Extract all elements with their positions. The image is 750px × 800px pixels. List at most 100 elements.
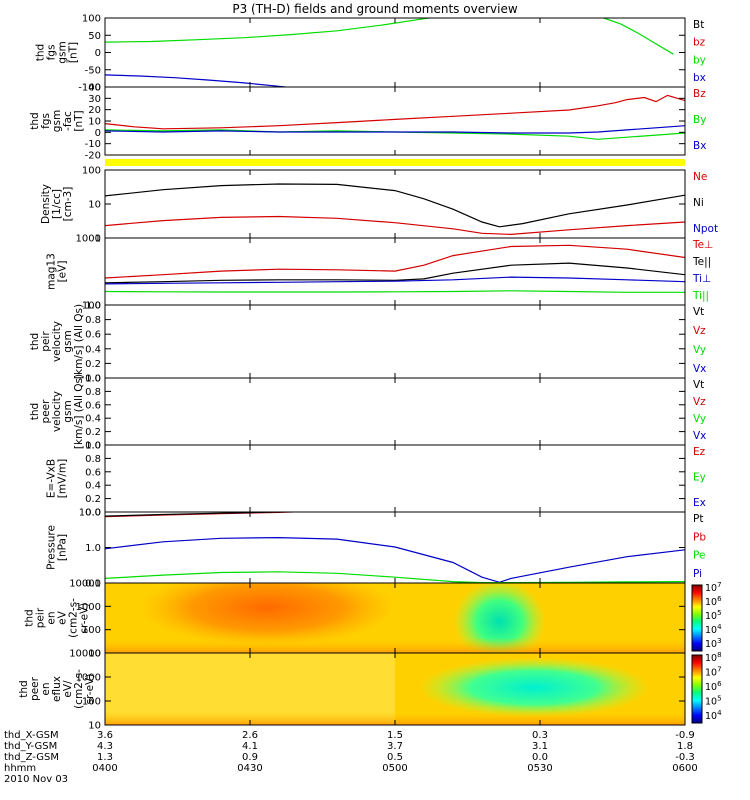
- ephemeris-value: 0.0: [532, 752, 548, 763]
- legend-entry: Vy: [693, 413, 706, 425]
- y-axis-label: [km/s] (All Qs): [73, 374, 85, 449]
- y-tick-label: -20: [85, 151, 101, 162]
- series-line: [105, 183, 685, 228]
- ephemeris-value: 1.3: [97, 752, 113, 763]
- ephemeris-value: 4.3: [97, 741, 113, 752]
- series-line: [105, 94, 685, 130]
- y-tick-label: 1: [95, 234, 101, 245]
- legend-entry: bz: [693, 37, 706, 49]
- y-tick-label: 0.2: [85, 359, 101, 370]
- y-tick-label: 0.0: [85, 441, 101, 452]
- y-tick-label: 1.0: [85, 441, 101, 452]
- colorbar-base: 10: [705, 597, 717, 608]
- legend-entry: Pe: [693, 550, 705, 562]
- ephemeris-value: 0600: [672, 763, 697, 774]
- y-axis-label: fgs: [46, 45, 58, 61]
- y-axis-label: velocity: [51, 321, 63, 362]
- ephemeris-value: 3.1: [532, 741, 548, 752]
- y-axis-label: eV: [57, 610, 69, 624]
- legend-entry: Vz: [693, 396, 706, 408]
- y-axis-label: -fac: [62, 111, 74, 131]
- panel-frame: [104, 17, 686, 88]
- legend-entry: Vt: [693, 379, 704, 391]
- y-axis-label: gsm: [51, 110, 63, 132]
- y-axis-label: [mV/m]: [57, 459, 69, 498]
- y-axis-label: E=-VxB: [46, 459, 58, 498]
- y-axis-label: (cm2-s-: [73, 669, 85, 709]
- colorbar-base: 10: [705, 697, 717, 708]
- ephemeris-row-label: thd_Z-GSM: [4, 752, 59, 763]
- colorbar-exp: 7: [717, 581, 721, 589]
- y-tick-label: 10: [88, 200, 101, 211]
- legend-entry: Ti||: [692, 290, 709, 302]
- colorbar-exp: 3: [717, 637, 721, 645]
- y-axis-label: [nT]: [73, 110, 85, 131]
- colorbar-label: 103: [705, 637, 722, 650]
- y-tick-label: 0.4: [85, 414, 101, 425]
- legend-entry: bx: [693, 72, 706, 84]
- y-tick-label: 10: [88, 721, 101, 732]
- colorbar-exp: 5: [717, 609, 721, 617]
- y-axis-label: (cm2-s-: [68, 598, 80, 638]
- y-tick-label: -100: [78, 83, 101, 94]
- y-tick-label: 100: [82, 166, 101, 177]
- colorbar-base: 10: [705, 611, 717, 622]
- legend-entry: by: [693, 54, 706, 66]
- panel-density: 100 10 1 Density [1/cc] [cm-3] Ne Ni Npot: [40, 166, 718, 245]
- y-tick-label: 50: [88, 31, 101, 42]
- legend-entry: Pi: [693, 568, 702, 580]
- y-tick-label: 40: [88, 83, 101, 94]
- colorbar-label: 106: [705, 680, 722, 693]
- series-line: [105, 215, 685, 236]
- legend-entry: Bt: [693, 19, 704, 31]
- legend-entry: Ey: [693, 472, 706, 484]
- colorbar-exp: 6: [717, 595, 722, 603]
- series-line: [105, 571, 685, 583]
- legend-entry: Te⊥: [692, 239, 713, 251]
- y-tick-label: 1.0: [85, 543, 101, 554]
- ephemeris-value: 1.5: [387, 730, 403, 741]
- colorbar: [691, 654, 703, 724]
- colorbar-base: 10: [705, 625, 717, 636]
- series-line: [105, 129, 685, 140]
- colorbar-label: 105: [705, 695, 722, 708]
- panel-efield: 1.0 0.8 0.6 0.4 0.2 0.0 E=-VxB [mV/m] Ez Ey Ex: [46, 441, 706, 519]
- ephemeris-value: -0.3: [675, 752, 695, 763]
- panel-peir_spec: 10000 1000 100 10 thd peir en eV (cm2-s-sr-eV) 10…: [24, 579, 723, 660]
- colorbar-label: 104: [705, 709, 722, 722]
- legend-entry: Vx: [693, 430, 706, 442]
- y-tick-label: 100: [82, 14, 101, 25]
- y-axis-label: gsm: [62, 330, 74, 352]
- ephemeris-value: 0.3: [532, 730, 548, 741]
- series-line: [105, 18, 674, 55]
- y-axis-label: [cm-3]: [62, 187, 74, 222]
- y-axis-label: en: [40, 682, 52, 695]
- colorbar-label: 106: [705, 595, 722, 608]
- ephemeris-value: 0400: [92, 763, 117, 774]
- y-axis-label: eflux: [51, 676, 63, 702]
- legend-entry: Ex: [693, 497, 706, 509]
- y-tick-label: 10.0: [79, 508, 101, 519]
- panel-frame: [104, 86, 686, 156]
- y-tick-label: 0.0: [85, 508, 101, 519]
- y-tick-label: 0.4: [85, 481, 101, 492]
- ephemeris-row-label: thd_X-GSM: [4, 730, 59, 741]
- legend-entry: Vx: [693, 363, 706, 375]
- y-axis-label: sr-eV): [84, 674, 96, 705]
- y-axis-label: [eV]: [57, 261, 69, 283]
- y-axis-label: gsm: [62, 400, 74, 422]
- colorbar-label: 107: [705, 581, 722, 594]
- colorbar-base: 10: [705, 653, 717, 664]
- panel-frame: [104, 377, 686, 446]
- y-axis-label: thd: [29, 403, 41, 420]
- ephemeris-value: 0530: [527, 763, 552, 774]
- y-axis-label: peer: [40, 399, 52, 424]
- y-axis-label: en: [46, 611, 58, 624]
- colorbar-label: 104: [705, 623, 722, 636]
- y-tick-label: 0.2: [85, 427, 101, 438]
- y-tick-label: 0: [95, 128, 101, 139]
- date-label: 2010 Nov 03: [4, 774, 68, 785]
